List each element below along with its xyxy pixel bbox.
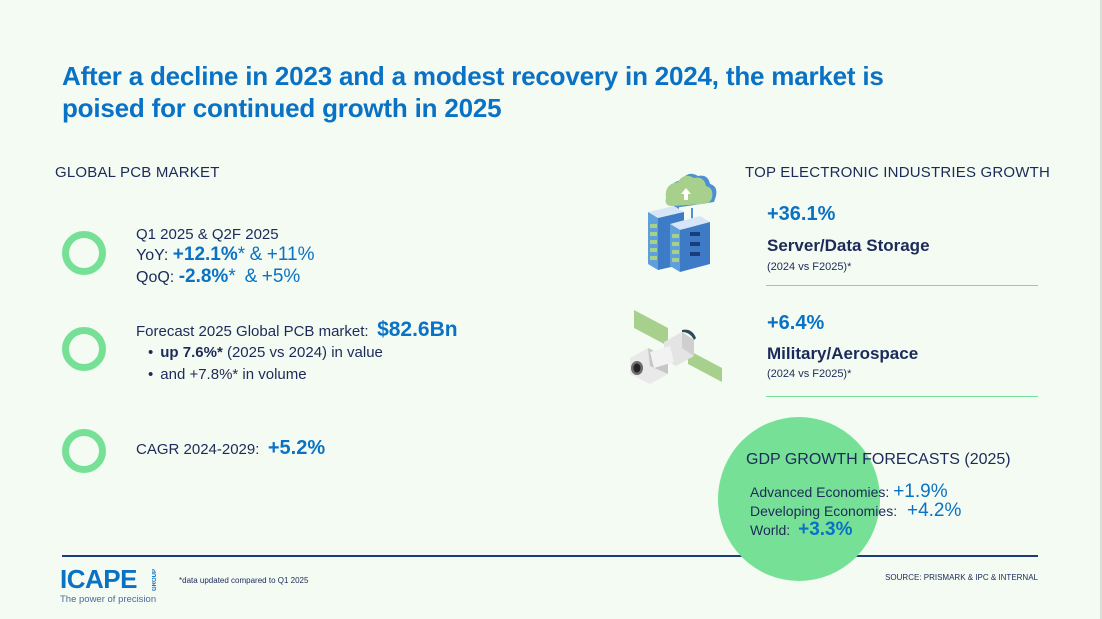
cagr-label: CAGR 2024-2029: — [136, 441, 260, 458]
quarter-label: Q1 2025 & Q2F 2025 — [136, 226, 279, 243]
gdp-label: Advanced Economies: — [750, 484, 890, 500]
yoy-amp: & — [249, 244, 263, 265]
qoq-row: QoQ: -2.8%* & +5% — [136, 266, 315, 288]
forecast-bullet-bold: up 7.6%* — [160, 344, 223, 361]
yoy-q2f-value: +11% — [266, 244, 315, 265]
cagr-value: +5.2% — [267, 437, 326, 459]
qoq-amp: & — [244, 266, 258, 287]
quarterly-growth-block: Q1 2025 & Q2F 2025 YoY: +12.1%* & +11% Q… — [136, 225, 315, 288]
forecast-bullet-value: up 7.6%* (2025 vs 2024) in value — [136, 342, 458, 364]
forecast-value: $82.6Bn — [377, 318, 458, 341]
industry-divider — [766, 285, 1038, 286]
page-title: After a decline in 2023 and a modest rec… — [62, 61, 884, 123]
yoy-row: YoY: +12.1%* & +11% — [136, 244, 315, 266]
forecast-bullet-volume: and +7.8%* in volume — [136, 364, 458, 386]
gdp-label: World: — [750, 522, 791, 538]
industry-sub-server: (2024 vs F2025)* — [767, 261, 852, 273]
gdp-highlight-circle — [718, 417, 880, 581]
gdp-label: Developing Economies: — [750, 503, 898, 519]
industry-sub-military: (2024 vs F2025)* — [767, 368, 852, 380]
forecast-row: Forecast 2025 Global PCB market: $82.6Bn — [136, 319, 458, 342]
logo-tagline: The power of precision — [60, 594, 157, 605]
qoq-label: QoQ: — [136, 269, 175, 286]
cagr-block: CAGR 2024-2029: +5.2% — [136, 438, 325, 460]
icape-logo: ICAPE GROUP The power of precision — [60, 564, 158, 605]
footer-rule — [62, 555, 1038, 557]
source-note: SOURCE: PRISMARK & IPC & INTERNAL — [885, 573, 1038, 582]
industries-heading: TOP ELECTRONIC INDUSTRIES GROWTH — [745, 164, 1051, 181]
ring-bullet-icon — [62, 231, 106, 275]
gdp-value: +4.2% — [906, 500, 962, 521]
gdp-row-advanced: Advanced Economies: +1.9% — [750, 481, 948, 503]
forecast-label: Forecast 2025 Global PCB market: — [136, 323, 369, 340]
yoy-q1-value: +12.1% — [172, 244, 238, 265]
gdp-value: +1.9% — [893, 481, 948, 502]
qoq-asterisk: * — [228, 266, 236, 287]
cagr-row: CAGR 2024-2029: +5.2% — [136, 438, 325, 460]
satellite-icon — [630, 310, 722, 384]
industry-divider — [766, 396, 1038, 397]
footnote: *data updated compared to Q1 2025 — [179, 576, 309, 585]
industry-pct-military: +6.4% — [767, 312, 825, 334]
ring-bullet-icon — [62, 327, 106, 371]
logo-wordmark: ICAPE — [60, 564, 137, 594]
qoq-q2f-value: +5% — [261, 266, 301, 287]
qoq-q1-value: -2.8% — [178, 266, 229, 287]
server-cloud-icon — [648, 173, 717, 272]
logo-group-label: GROUP — [152, 569, 158, 592]
gdp-row-developing: Developing Economies: +4.2% — [750, 500, 961, 522]
industry-name-military: Military/Aerospace — [767, 344, 919, 363]
yoy-label: YoY: — [136, 247, 169, 264]
forecast-block: Forecast 2025 Global PCB market: $82.6Bn… — [136, 319, 458, 386]
gdp-value: +3.3% — [798, 519, 853, 540]
global-pcb-market-heading: GLOBAL PCB MARKET — [55, 164, 220, 181]
ring-bullet-icon — [62, 429, 106, 473]
gdp-row-world: World: +3.3% — [750, 519, 853, 541]
industry-name-server: Server/Data Storage — [767, 236, 930, 255]
gdp-heading: GDP GROWTH FORECASTS (2025) — [746, 451, 1011, 468]
yoy-asterisk: * — [237, 244, 246, 265]
industry-pct-server: +36.1% — [767, 203, 836, 225]
frame-border — [1100, 0, 1102, 619]
forecast-bullet-rest: (2025 vs 2024) in value — [222, 344, 383, 361]
